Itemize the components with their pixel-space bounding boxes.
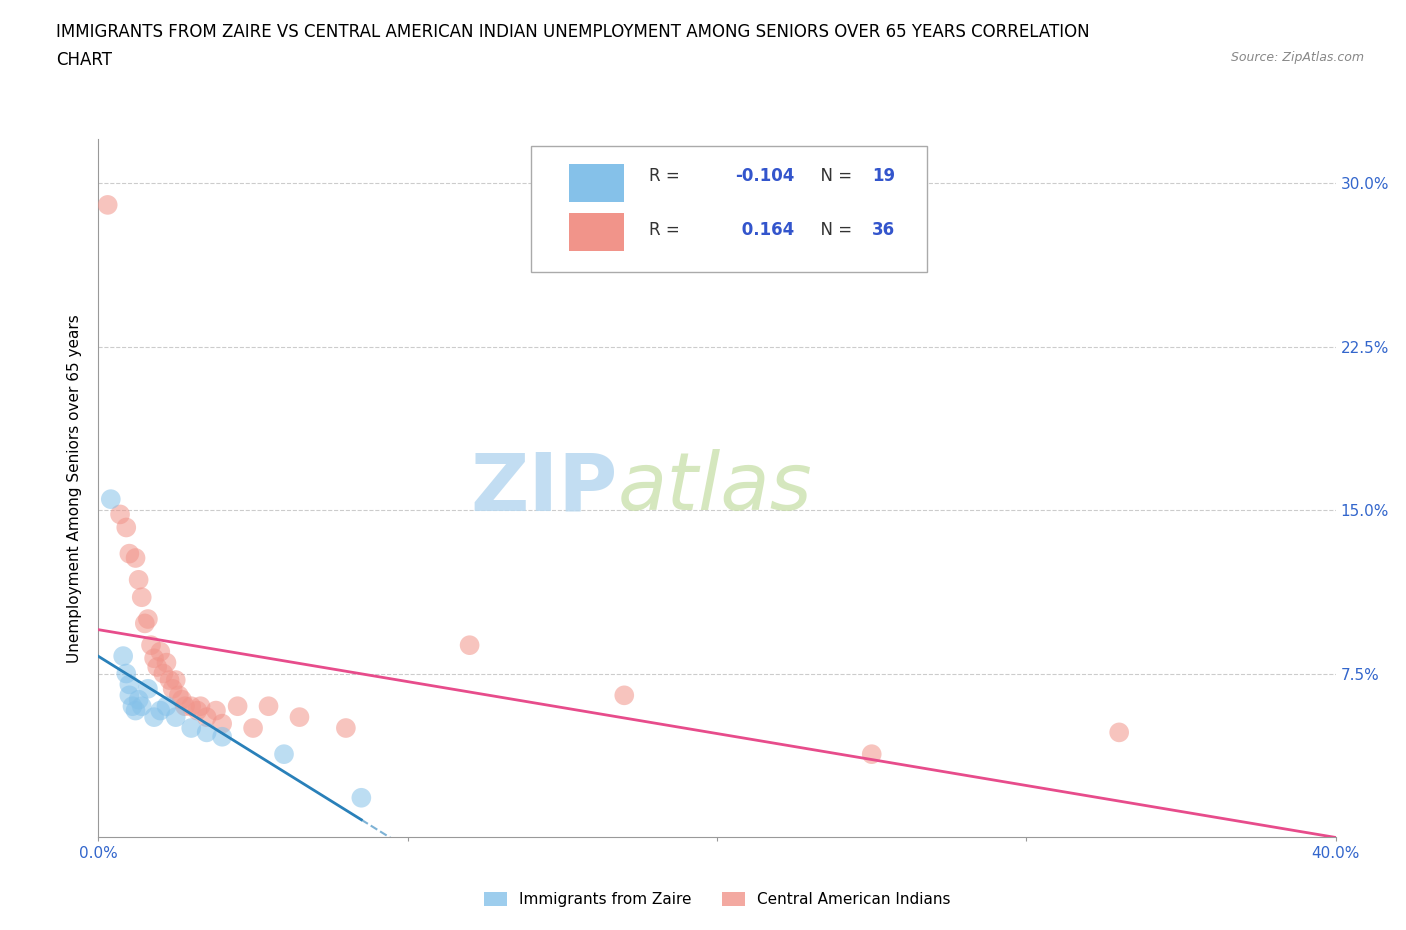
Point [180,698,202,713]
Point [242,721,264,736]
Point [1108,725,1130,740]
Point [180,721,202,736]
FancyBboxPatch shape [531,147,928,272]
Point [124,703,146,718]
Point [226,698,249,713]
Text: N =: N = [810,166,858,185]
Text: 36: 36 [872,221,894,239]
Point [195,710,218,724]
Point [139,638,162,653]
Point [115,666,138,681]
Text: 19: 19 [872,166,894,185]
Point [118,688,141,703]
Text: IMMIGRANTS FROM ZAIRE VS CENTRAL AMERICAN INDIAN UNEMPLOYMENT AMONG SENIORS OVER: IMMIGRANTS FROM ZAIRE VS CENTRAL AMERICA… [56,23,1090,41]
Point [121,698,143,713]
Point [458,638,481,653]
Point [108,507,131,522]
Point [155,656,177,671]
Point [288,710,311,724]
Text: Source: ZipAtlas.com: Source: ZipAtlas.com [1230,51,1364,64]
Point [174,698,197,713]
FancyBboxPatch shape [568,164,624,203]
Point [146,659,169,674]
Point [136,682,159,697]
Point [350,790,373,805]
Text: R =: R = [650,166,685,185]
Text: atlas: atlas [619,449,813,527]
Point [211,729,233,744]
Point [115,520,138,535]
Point [136,612,159,627]
Point [205,703,228,718]
Point [143,710,166,724]
Text: CHART: CHART [56,51,112,69]
Point [167,688,190,703]
Point [186,703,208,718]
Text: R =: R = [650,221,685,239]
Legend: Immigrants from Zaire, Central American Indians: Immigrants from Zaire, Central American … [478,885,956,913]
Text: ZIP: ZIP [471,449,619,527]
Point [149,703,172,718]
Point [118,546,141,561]
Point [97,197,120,212]
Text: 0.164: 0.164 [735,221,794,239]
Point [165,672,187,687]
Point [128,692,150,707]
Point [143,651,166,666]
Point [273,747,295,762]
Text: N =: N = [810,221,858,239]
Point [134,616,156,631]
Point [128,572,150,587]
Text: -0.104: -0.104 [735,166,794,185]
Point [860,747,883,762]
Point [131,590,153,604]
Point [159,672,181,687]
Point [155,698,177,713]
Point [165,710,187,724]
Point [170,692,193,707]
FancyBboxPatch shape [568,213,624,251]
Point [131,698,153,713]
Y-axis label: Unemployment Among Seniors over 65 years: Unemployment Among Seniors over 65 years [67,314,83,662]
Point [335,721,357,736]
Point [257,698,280,713]
Point [195,725,218,740]
Point [124,551,146,565]
Point [149,644,172,659]
Point [613,688,636,703]
Point [112,648,135,663]
Point [118,677,141,692]
Point [152,666,174,681]
Point [100,492,122,507]
Point [211,716,233,731]
Point [162,682,184,697]
Point [190,698,212,713]
